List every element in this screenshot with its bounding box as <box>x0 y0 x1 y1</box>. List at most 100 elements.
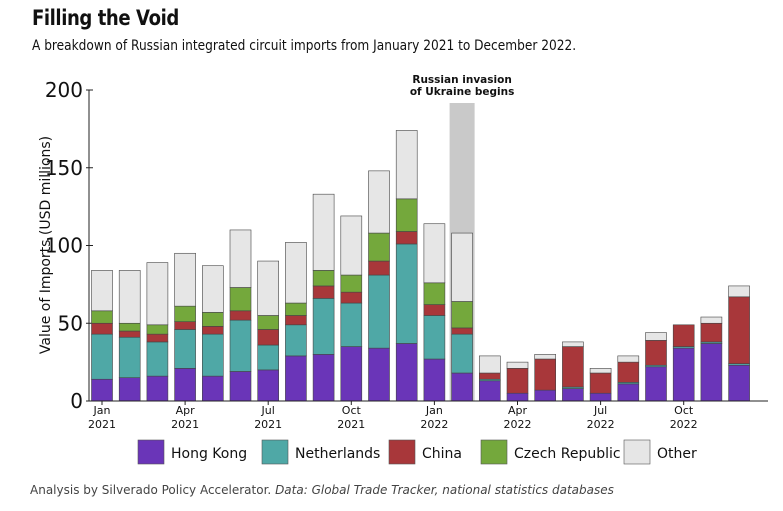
footer-credit: Analysis by Silverado Policy Accelerator… <box>30 483 272 497</box>
bar-segment <box>451 232 473 302</box>
x-tick-month: Apr <box>176 404 196 417</box>
bar-segment <box>340 302 363 347</box>
legend-item: Hong Kong <box>137 439 247 465</box>
bar-segment <box>257 315 280 330</box>
bar-stack <box>589 368 612 402</box>
bar-segment <box>506 392 529 402</box>
legend-item: China <box>388 439 462 465</box>
bar-segment <box>285 242 307 304</box>
bar-segment <box>312 354 335 402</box>
bar-segment <box>423 223 446 284</box>
bar-segment <box>589 368 612 374</box>
legend: Hong Kong Netherlands China Czech Republic O… <box>137 439 697 465</box>
bar-segment <box>423 358 446 402</box>
axes: 050100150200Jan2021Apr2021Jul2021Oct2021… <box>45 78 768 431</box>
bar-segment <box>368 260 390 276</box>
bar-segment <box>257 369 280 402</box>
bar-segment <box>202 375 224 402</box>
bar-segment <box>257 329 280 346</box>
bar-segment <box>202 326 224 335</box>
bar-stack <box>118 270 141 402</box>
x-tick-year: 2021 <box>88 418 116 431</box>
annotation-text: Russian invasion <box>412 74 511 86</box>
bar-segment <box>368 232 390 262</box>
bar-segment <box>395 243 418 344</box>
bar-segment <box>589 372 612 394</box>
x-tick-month: Jan <box>425 404 443 417</box>
bar-segment <box>728 285 750 298</box>
bar-segment <box>423 315 446 360</box>
bar-segment <box>672 324 695 347</box>
bar-segment <box>395 231 418 245</box>
chart-subtitle: A breakdown of Russian integrated circui… <box>32 38 577 54</box>
bar-segment <box>146 341 169 377</box>
footer-source: Data: Global Trade Tracker, national sta… <box>275 483 614 497</box>
legend-item: Czech Republic <box>480 439 621 465</box>
bar-segment <box>91 333 113 380</box>
bar-stack <box>285 242 307 402</box>
bar-stack <box>645 332 667 402</box>
legend-label: Netherlands <box>295 446 380 462</box>
bar-segment <box>451 327 473 335</box>
bar-segment <box>229 371 252 402</box>
bar-segment <box>91 322 113 335</box>
bar-segment <box>728 364 750 402</box>
bar-segment <box>395 198 418 232</box>
legend-item: Netherlands <box>261 439 380 465</box>
bar-segment <box>146 324 169 335</box>
bar-stack <box>506 361 529 402</box>
bar-segment <box>312 193 335 271</box>
x-tick-month: Oct <box>674 404 694 417</box>
bar-segment <box>91 310 113 324</box>
bar-segment <box>229 319 252 372</box>
bar-stack <box>174 252 196 402</box>
legend-label: China <box>422 446 462 462</box>
bar-segment <box>91 270 113 312</box>
bar-segment <box>534 389 557 402</box>
bar-segment <box>368 170 390 234</box>
bar-stack <box>257 260 280 402</box>
bar-segment <box>174 329 196 369</box>
bar-stack <box>395 130 418 402</box>
bar-stack <box>534 354 557 402</box>
bar-segment <box>257 344 280 371</box>
bar-segment <box>423 282 446 305</box>
bar-segment <box>118 270 141 324</box>
bar-segment <box>312 298 335 355</box>
legend-swatch <box>623 439 651 465</box>
bar-segment <box>340 274 363 293</box>
x-tick-year: 2022 <box>504 418 532 431</box>
bar-segment <box>395 130 418 200</box>
y-tick-label: 0 <box>70 389 83 413</box>
x-tick-month: Jul <box>261 404 275 417</box>
legend-label: Czech Republic <box>514 446 621 462</box>
bar-stack <box>368 170 390 402</box>
bar-segment <box>395 343 418 402</box>
legend-swatch <box>261 439 289 465</box>
x-tick-month: Oct <box>342 404 362 417</box>
bar-segment <box>423 304 446 316</box>
bar-stack <box>672 324 695 402</box>
legend-item: Other <box>623 439 697 465</box>
bar-segment <box>174 252 196 307</box>
bar-segment <box>257 260 280 316</box>
bar-segment <box>340 291 363 304</box>
y-tick-label: 100 <box>45 234 83 258</box>
bar-segment <box>285 324 307 357</box>
bar-segment <box>91 378 113 402</box>
bar-segment <box>451 301 473 329</box>
y-axis-label: Value of Imports (USD millions) <box>38 136 54 354</box>
bar-segment <box>645 332 667 341</box>
bar-segment <box>589 392 612 402</box>
bar-segment <box>700 322 723 343</box>
bar-stack <box>202 265 224 402</box>
bar-stack <box>478 355 501 402</box>
y-tick-label: 150 <box>45 156 83 180</box>
y-tick-label: 50 <box>58 311 83 335</box>
bar-segment <box>451 333 473 374</box>
bar-stack <box>700 316 723 402</box>
bar-stack <box>312 193 335 402</box>
bar-segment <box>672 347 695 402</box>
bar-segment <box>174 305 196 322</box>
